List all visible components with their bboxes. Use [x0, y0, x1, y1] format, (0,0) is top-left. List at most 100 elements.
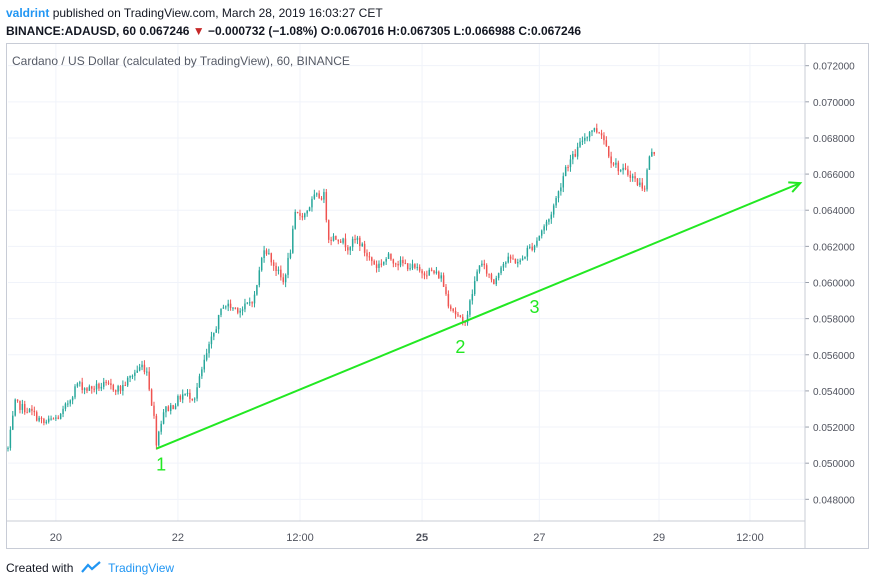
candle: [213, 332, 215, 341]
candle-body: [639, 182, 641, 186]
candle: [172, 404, 174, 410]
candle-body: [495, 277, 497, 285]
candle-body: [253, 294, 256, 304]
candle: [643, 185, 646, 192]
candle-body: [86, 388, 88, 391]
x-tick-label: 12:00: [286, 532, 314, 544]
candle: [79, 380, 81, 387]
high-label: H:: [387, 24, 401, 38]
candle: [76, 382, 79, 388]
candle-body: [562, 176, 565, 188]
candle: [119, 385, 122, 394]
candle: [548, 218, 550, 225]
tradingview-brand-link[interactable]: TradingView: [108, 561, 175, 575]
candle: [110, 378, 112, 390]
candle-body: [469, 300, 471, 315]
x-tick-label: 20: [50, 532, 62, 544]
candle-body: [540, 230, 543, 236]
candle-body: [423, 273, 426, 276]
candle-body: [203, 359, 206, 370]
candle-body: [359, 237, 361, 247]
candle-body: [55, 417, 57, 419]
candle-body: [497, 273, 500, 278]
candle: [31, 405, 33, 416]
candle: [397, 260, 399, 271]
candle-body: [380, 263, 383, 265]
y-tick-label: 0.056000: [813, 351, 855, 362]
candle: [289, 249, 292, 260]
candle: [574, 149, 576, 158]
candle: [462, 314, 464, 326]
candle-body: [617, 162, 620, 172]
candle-body: [229, 303, 232, 309]
candle: [533, 244, 536, 253]
candle-body: [7, 447, 9, 449]
candle: [28, 408, 31, 413]
symbol-label: BINANCE:ADAUSD, 60: [6, 24, 137, 38]
candle-body: [201, 369, 203, 377]
candle-body: [172, 405, 174, 410]
candle: [57, 415, 60, 420]
candle-body: [557, 191, 560, 199]
candle-body: [646, 169, 648, 190]
candle-body: [624, 167, 627, 170]
candle: [639, 177, 641, 188]
candle-body: [268, 253, 270, 255]
candle: [371, 256, 373, 266]
y-tick-label: 0.066000: [813, 170, 855, 181]
candle-body: [607, 146, 610, 157]
candle: [478, 265, 481, 274]
annotation-label: 3: [530, 297, 540, 317]
candle: [330, 236, 332, 246]
candle-body: [603, 135, 605, 141]
candle: [86, 387, 88, 394]
candle-body: [76, 383, 79, 387]
candle-body: [184, 394, 186, 396]
candle: [292, 225, 294, 254]
candle: [344, 233, 347, 252]
candle-body: [134, 372, 136, 376]
candle: [203, 354, 206, 373]
candle: [308, 206, 311, 212]
candle-body: [402, 259, 404, 264]
candle-body: [368, 256, 371, 258]
candle-body: [277, 269, 280, 272]
candle-body: [59, 413, 62, 419]
candle-body: [69, 400, 71, 404]
candle: [603, 132, 605, 145]
candle-body: [19, 400, 21, 410]
candle: [572, 150, 574, 165]
candle-body: [237, 308, 239, 313]
candle-body: [193, 398, 196, 400]
trend-line: [156, 182, 801, 450]
candle-body: [440, 275, 442, 279]
candle-body: [378, 263, 380, 269]
candle: [380, 259, 383, 268]
candle-body: [313, 194, 316, 199]
candle: [584, 133, 586, 144]
candle: [134, 369, 136, 381]
candle: [122, 380, 124, 396]
candle-body: [438, 271, 440, 279]
annotations: 1 2 3: [156, 181, 803, 474]
candle-body: [442, 275, 445, 287]
candle: [318, 190, 320, 199]
candle: [490, 272, 493, 283]
candle-body: [366, 252, 368, 257]
candle-body: [363, 243, 366, 253]
candle: [201, 366, 203, 379]
candle-body: [411, 264, 414, 269]
candle: [615, 158, 617, 168]
open-label: O:: [320, 24, 335, 38]
trend-arrowhead-icon: [788, 181, 803, 193]
author-link[interactable]: valdrint: [6, 6, 50, 20]
candle: [469, 299, 471, 318]
candle-body: [505, 262, 507, 265]
candle: [347, 245, 349, 255]
candle-body: [155, 415, 158, 446]
candle-body: [122, 385, 124, 391]
candle-body: [136, 370, 138, 373]
candle: [162, 408, 165, 425]
candle: [294, 209, 296, 230]
